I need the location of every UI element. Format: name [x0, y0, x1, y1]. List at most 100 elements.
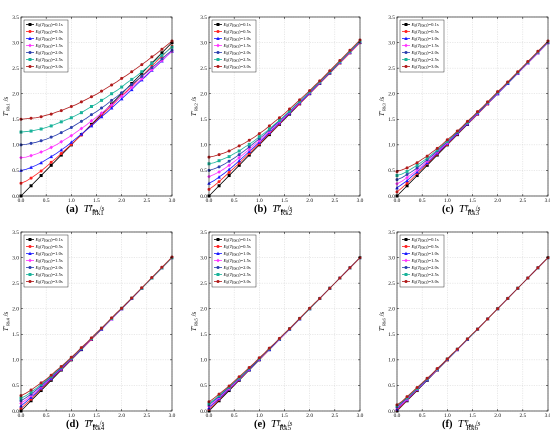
- x-tick-label: 3.0: [545, 198, 550, 204]
- x-axis-label: TRk /s: [277, 205, 293, 214]
- caption-symbol: T′: [457, 418, 467, 430]
- data-point: [526, 59, 530, 63]
- legend-label: E0(TESO)=0.1s: [223, 22, 251, 28]
- data-point: [308, 89, 312, 93]
- y-tick-label: 1.5: [200, 332, 207, 338]
- data-point: [100, 106, 104, 110]
- caption-symbol: T′: [272, 203, 281, 215]
- data-point: [338, 276, 342, 280]
- legend-entry: E0(TESO)=2.5s: [26, 272, 63, 278]
- x-tick-label: 3.0: [545, 413, 550, 419]
- legend-marker: [404, 251, 408, 255]
- y-tick-label: 1.5: [12, 117, 19, 123]
- legend-marker: [404, 266, 408, 269]
- data-point: [227, 167, 231, 171]
- x-axis-label: TRk /s: [465, 205, 481, 214]
- legend-label: E0(TESO)=1.5s: [223, 258, 251, 264]
- data-point: [49, 124, 53, 128]
- data-point: [140, 286, 144, 290]
- legend-entry: E0(TESO)=0.5s: [26, 29, 63, 35]
- data-point: [298, 316, 302, 320]
- legend-entry: E0(TESO)=2.0s: [26, 265, 63, 271]
- legend-entry: E0(TESO)=1.0s: [214, 251, 251, 257]
- data-point: [119, 96, 124, 101]
- y-tick-label: 0.5: [12, 168, 19, 174]
- legend-label: E0(TESO)=2.5s: [411, 57, 439, 63]
- caption-tag: (e): [254, 419, 266, 430]
- data-point: [415, 174, 419, 178]
- data-point: [348, 266, 352, 270]
- data-point: [69, 125, 73, 129]
- y-tick-label: 1.0: [200, 143, 207, 149]
- data-point: [110, 316, 114, 320]
- legend-entry: E0(TESO)=1.0s: [26, 251, 63, 257]
- data-point: [29, 129, 33, 133]
- legend-marker: [216, 51, 220, 54]
- y-tick-label: 2.5: [388, 66, 395, 72]
- data-point: [79, 126, 84, 131]
- legend-label: E0(TESO)=2.5s: [223, 57, 251, 63]
- data-point: [89, 105, 93, 108]
- data-point: [455, 129, 459, 133]
- x-tick-label: 0.5: [231, 413, 238, 419]
- legend-marker: [404, 245, 408, 248]
- x-tick-label: 3.0: [357, 198, 364, 204]
- data-point: [237, 375, 241, 379]
- data-point: [217, 159, 221, 163]
- x-tick-label: 0.0: [18, 198, 25, 204]
- data-point: [486, 100, 490, 104]
- data-point: [247, 145, 251, 149]
- data-point: [59, 131, 63, 135]
- legend-marker: [216, 245, 220, 248]
- data-point: [29, 388, 33, 392]
- data-point: [150, 62, 154, 66]
- data-point: [39, 115, 43, 119]
- data-point: [29, 390, 33, 394]
- data-point: [109, 106, 114, 110]
- data-point: [516, 70, 520, 74]
- legend-marker: [404, 58, 408, 61]
- panel-caption: (d) T′Rk4: [66, 418, 105, 432]
- panel-caption: (f) T′Rk6: [442, 418, 478, 432]
- legend-entry: E0(TESO)=0.5s: [402, 244, 439, 250]
- data-point: [79, 111, 83, 115]
- legend-label: E0(TESO)=1.5s: [35, 258, 63, 264]
- data-point: [405, 166, 409, 170]
- legend-label: E0(TESO)=1.0s: [411, 251, 439, 257]
- data-point: [425, 163, 429, 167]
- data-point: [140, 74, 144, 78]
- x-tick-label: 2.0: [494, 413, 501, 419]
- data-point: [496, 307, 500, 311]
- y-tick-label: 1.0: [388, 358, 395, 364]
- data-point: [227, 149, 231, 153]
- legend-marker: [216, 58, 220, 61]
- data-point: [39, 169, 43, 173]
- legend-label: E0(TESO)=1.0s: [223, 36, 251, 42]
- legend-label: E0(TESO)=3.0s: [223, 279, 251, 285]
- chart-panel-4: 0.0 0.5 1.0 1.5 2.0 2.5 3.0 0.0 0.5 1.0 1.5 2.0 2.5 3…: [2, 230, 176, 429]
- legend-marker: [216, 36, 220, 40]
- y-tick-label: 2.5: [200, 281, 207, 287]
- x-axis-label: TRk /s: [89, 420, 105, 429]
- legend-box: [23, 234, 69, 288]
- legend-entry: E0(TESO)=0.1s: [26, 22, 63, 28]
- legend-label: E0(TESO)=0.1s: [411, 237, 439, 243]
- y-tick-label: 3.0: [388, 255, 395, 261]
- legend-marker: [28, 245, 32, 248]
- y-axis-label: T′Rk3 /s: [378, 96, 387, 116]
- data-point: [405, 169, 409, 173]
- legend-entry: E0(TESO)=2.5s: [402, 272, 439, 278]
- caption-subscript: Rk4: [92, 424, 105, 432]
- y-tick-label: 3.0: [388, 40, 395, 46]
- data-point: [109, 103, 114, 107]
- data-point: [257, 356, 261, 360]
- x-axis-label: TRk /s: [277, 420, 293, 429]
- data-point: [140, 71, 144, 75]
- data-point: [120, 76, 124, 80]
- y-tick-label: 3.5: [388, 15, 395, 21]
- y-tick-label: 0.0: [388, 409, 395, 415]
- data-point: [496, 90, 500, 94]
- data-point: [328, 69, 332, 73]
- legend-entry: E0(TESO)=3.0s: [402, 64, 439, 70]
